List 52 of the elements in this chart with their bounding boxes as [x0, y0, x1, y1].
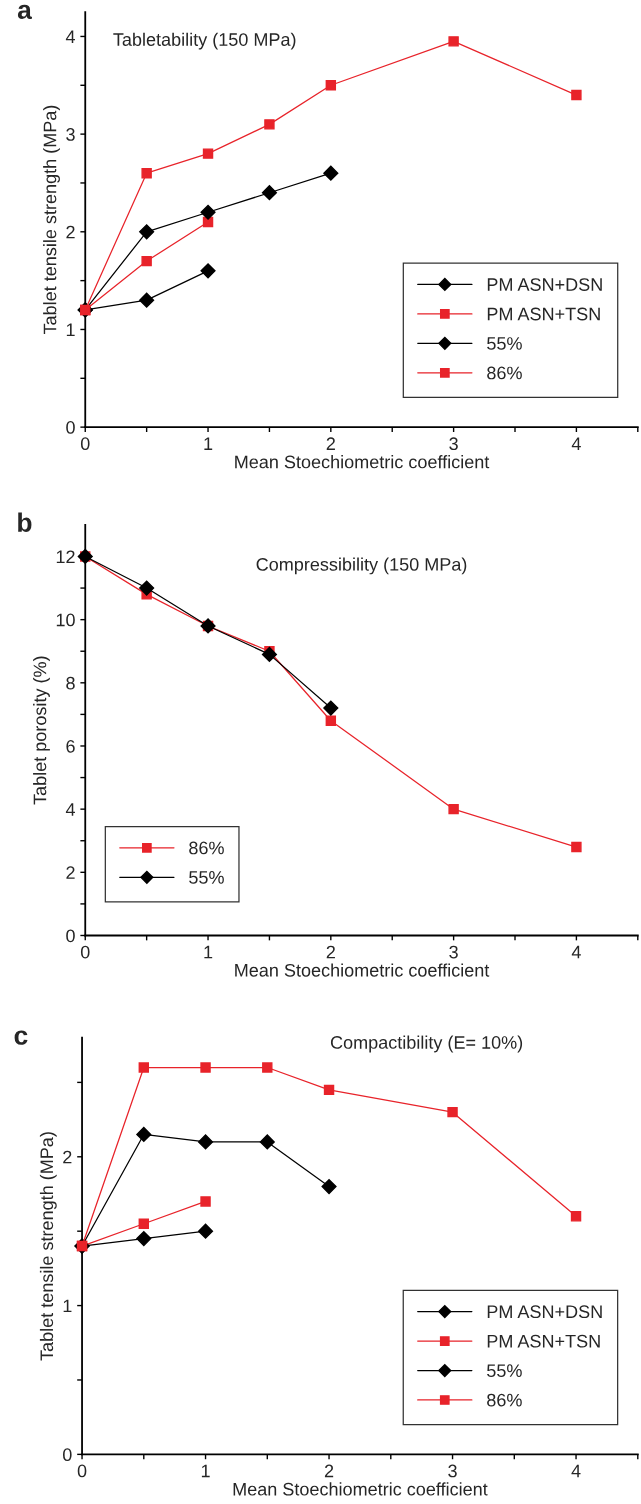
- x-tick-label: 0: [80, 437, 90, 451]
- x-tick-label: 0: [80, 945, 90, 959]
- x-axis-title: Mean Stoechiometric coefficient: [233, 1482, 488, 1496]
- y-tick-label: 10: [56, 613, 75, 627]
- y-tick-label: 2: [66, 866, 75, 879]
- y-tick-label: 4: [65, 803, 75, 816]
- y-tick-label: 2: [63, 1150, 72, 1164]
- y-axis-title: Tablet tensile strength (MPa): [43, 105, 60, 335]
- text: Tabletability (150 MPa): [113, 32, 296, 50]
- text: b: [18, 512, 32, 532]
- legend-label: PM ASN+DSN: [487, 1305, 602, 1319]
- legend-label: 55%: [189, 871, 224, 884]
- text: c: [14, 1030, 28, 1045]
- y-tick-label: 0: [66, 421, 75, 434]
- legend-label: 55%: [487, 1364, 522, 1378]
- y-tick-label: 1: [66, 323, 75, 337]
- x-tick-label: 3: [449, 945, 458, 959]
- x-tick-label: 0: [77, 1464, 87, 1478]
- x-tick-label: 2: [326, 945, 335, 959]
- x-tick-label: 3: [449, 437, 458, 451]
- x-tick-label: 1: [201, 1464, 210, 1478]
- x-tick-label: 1: [204, 437, 213, 450]
- legend-label: 86%: [487, 1393, 522, 1407]
- y-tick-label: 1: [63, 1299, 72, 1313]
- y-tick-label: 0: [66, 929, 75, 943]
- y-tick-label: 3: [66, 128, 75, 141]
- y-tick-label: 12: [56, 550, 75, 564]
- y-tick-label: 0: [62, 1448, 72, 1462]
- x-axis-title: Mean Stoechiometric coefficient: [235, 455, 490, 469]
- x-tick-label: 4: [571, 437, 581, 450]
- legend-label: 55%: [487, 337, 522, 350]
- y-axis-title: Tablet tensile strength (MPa): [39, 1132, 57, 1361]
- x-axis-title: Mean Stoechiometric coefficient: [235, 963, 490, 977]
- x-tick-label: 2: [326, 437, 335, 450]
- y-tick-label: 4: [65, 30, 75, 43]
- legend-label: PM ASN+TSN: [487, 307, 600, 321]
- legend-label: 86%: [189, 841, 224, 855]
- x-tick-label: 1: [204, 945, 213, 959]
- y-tick-label: 8: [66, 676, 75, 690]
- x-tick-label: 4: [571, 1464, 581, 1478]
- x-tick-label: 4: [571, 945, 581, 959]
- legend-label: PM ASN+TSN: [487, 1334, 600, 1348]
- legend-label: PM ASN+DSN: [487, 278, 602, 291]
- y-axis-title: Tablet porosity (%): [33, 656, 50, 805]
- y-tick-label: 2: [66, 225, 75, 239]
- text: a: [17, 4, 32, 20]
- chart-title: Compactibility (E= 10%): [330, 1035, 523, 1053]
- x-tick-label: 2: [324, 1464, 334, 1478]
- x-tick-label: 3: [448, 1464, 457, 1478]
- legend-label: 86%: [487, 366, 522, 380]
- y-tick-label: 6: [66, 739, 75, 753]
- text: Compressibility (150 MPa): [256, 557, 467, 575]
